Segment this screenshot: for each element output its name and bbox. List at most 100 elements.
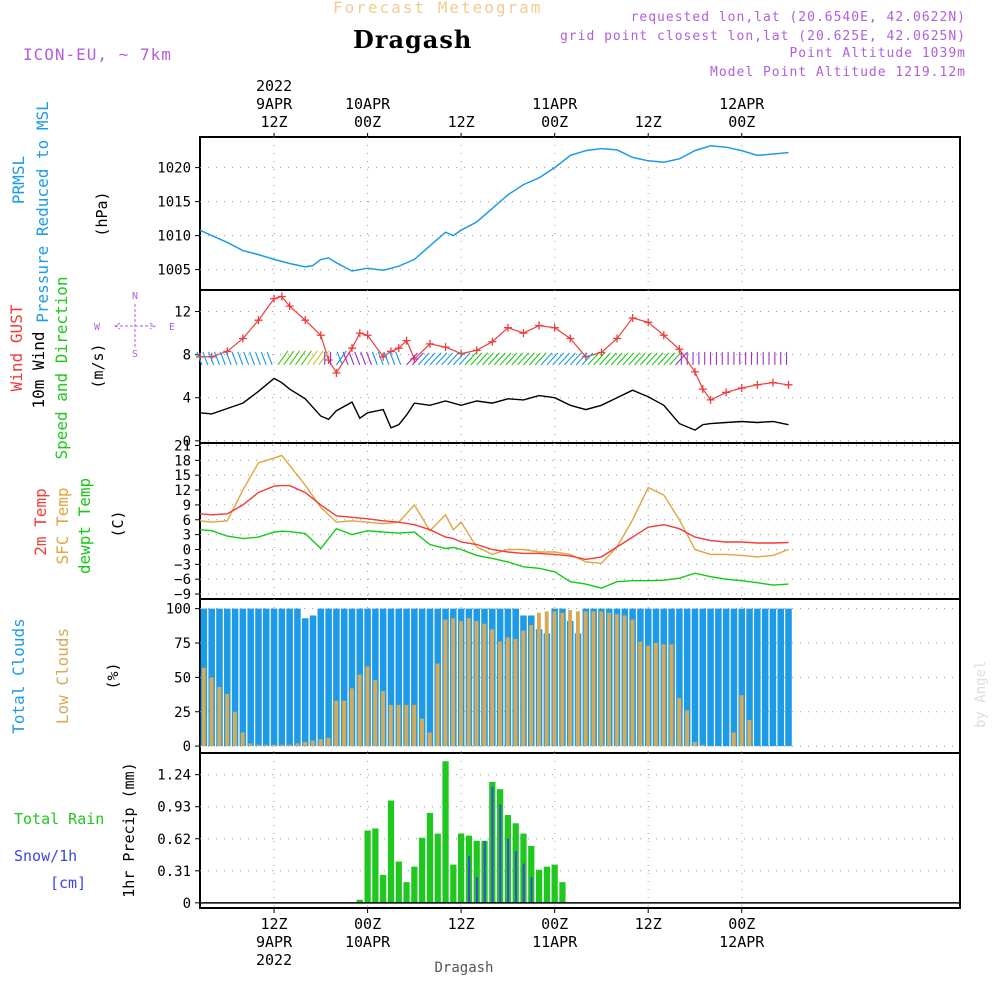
total-cloud-bar [754, 608, 761, 747]
low-cloud-bar [622, 615, 627, 747]
low-cloud-bar [630, 619, 635, 747]
wind-arrow [417, 352, 430, 366]
gust-marker [613, 334, 622, 343]
rain-bar [387, 800, 395, 903]
panel-frame-pressure [199, 136, 961, 291]
y-tick-label: 1020 [157, 161, 191, 177]
total-cloud-bar [379, 608, 387, 747]
wind-arrow [464, 352, 477, 366]
gust-marker [503, 323, 512, 332]
snow-bar [483, 840, 486, 903]
total-cloud-bar [325, 608, 332, 747]
top-time-label: 12Z [261, 113, 288, 131]
rain-bar [473, 840, 480, 903]
wind-arrow [447, 352, 459, 366]
wind-arrow [476, 352, 489, 366]
wind-arrow [528, 352, 541, 366]
low-cloud-bar [365, 666, 370, 747]
rain-bar [356, 899, 363, 903]
y-tick-label: 21 [174, 438, 191, 454]
low-cloud-bar [404, 704, 409, 747]
low-cloud-bar [256, 744, 261, 747]
wind-speed-line [199, 377, 789, 431]
compass-w: W [94, 322, 101, 333]
low-cloud-bar [661, 644, 666, 747]
wind-arrow [249, 351, 256, 366]
gust-marker [402, 336, 411, 345]
low-cloud-bar [373, 680, 378, 747]
gust-marker [722, 388, 731, 397]
gust-marker [675, 345, 684, 354]
wind-arrow [640, 352, 652, 366]
wind-arrow [277, 350, 289, 366]
wind-arrow [231, 351, 238, 366]
total-cloud-bar [691, 608, 699, 747]
low-cloud-bar [225, 693, 230, 747]
model-name: ICON-EU, ~ 7km [23, 45, 172, 64]
y-tick-label: 0.31 [157, 864, 191, 880]
wind-arrow [300, 350, 312, 366]
wind-arrow [423, 352, 436, 366]
total-cloud-bar [699, 608, 707, 747]
wind-arrow [552, 352, 565, 366]
y-tick-label: 25 [174, 705, 191, 721]
wind-arrow [202, 351, 209, 366]
low-cloud-bar [731, 732, 736, 747]
total-cloud-bar [722, 608, 730, 747]
snow-bar [530, 877, 533, 903]
gust-marker [277, 292, 286, 301]
clouds-unit: (%) [104, 662, 122, 689]
gust-marker [644, 318, 653, 327]
gust-marker [441, 343, 450, 352]
wind-arrow [669, 352, 682, 366]
wind-arrow [412, 352, 424, 366]
low-cloud-bar [271, 744, 276, 747]
total-cloud-bar [746, 608, 753, 747]
y-tick-label: 1015 [157, 195, 191, 211]
top-time-label: 12Z [448, 113, 475, 131]
low-cloud-bar [646, 645, 650, 747]
wind-arrow [634, 352, 646, 366]
low-cloud-bar [318, 739, 323, 747]
y-tick-label: 12 [174, 305, 191, 321]
snow-bar [475, 877, 478, 903]
wind-arrow [657, 352, 670, 366]
total-cloud-bar [317, 608, 325, 747]
wind-arrow [348, 351, 355, 366]
wind-arrow [517, 352, 530, 366]
wind-arrow [569, 352, 582, 366]
panel-frame-precip [199, 752, 961, 909]
top-time-label: 2022 [256, 77, 292, 95]
wind-direction-label: Speed and Direction [52, 276, 71, 459]
wind-arrow [610, 352, 623, 366]
rain-bar [411, 866, 418, 903]
gust-marker [690, 367, 699, 376]
rain-bar [535, 869, 543, 903]
top-time-label: 12APR [719, 95, 765, 113]
bottom-time-label: 12Z [635, 915, 662, 933]
rain-bar [528, 846, 535, 903]
low-cloud-bar [552, 611, 557, 747]
gust-marker [659, 331, 668, 340]
rain-bar [442, 761, 449, 903]
gust-marker [285, 302, 294, 311]
wind-arrow [458, 352, 471, 366]
wind-arrow [312, 350, 324, 366]
snow-bar [491, 787, 494, 903]
total-cloud-bar [247, 608, 254, 747]
rain-bar [450, 864, 457, 903]
wind-arrow [219, 351, 226, 366]
wind-arrow [493, 352, 506, 366]
wind-arrow [360, 351, 367, 366]
top-time-label: 00Z [354, 113, 381, 131]
rain-bar [364, 830, 371, 903]
wind-arrow [196, 351, 203, 366]
low-cloud-bar [544, 611, 549, 747]
rain-bar [426, 812, 434, 903]
bottom-time-label: 9APR [256, 933, 293, 951]
total-cloud-bar [278, 608, 286, 747]
low-cloud-bar [427, 732, 432, 747]
y-tick-label: −9 [174, 587, 191, 603]
rain-bar [419, 837, 426, 903]
